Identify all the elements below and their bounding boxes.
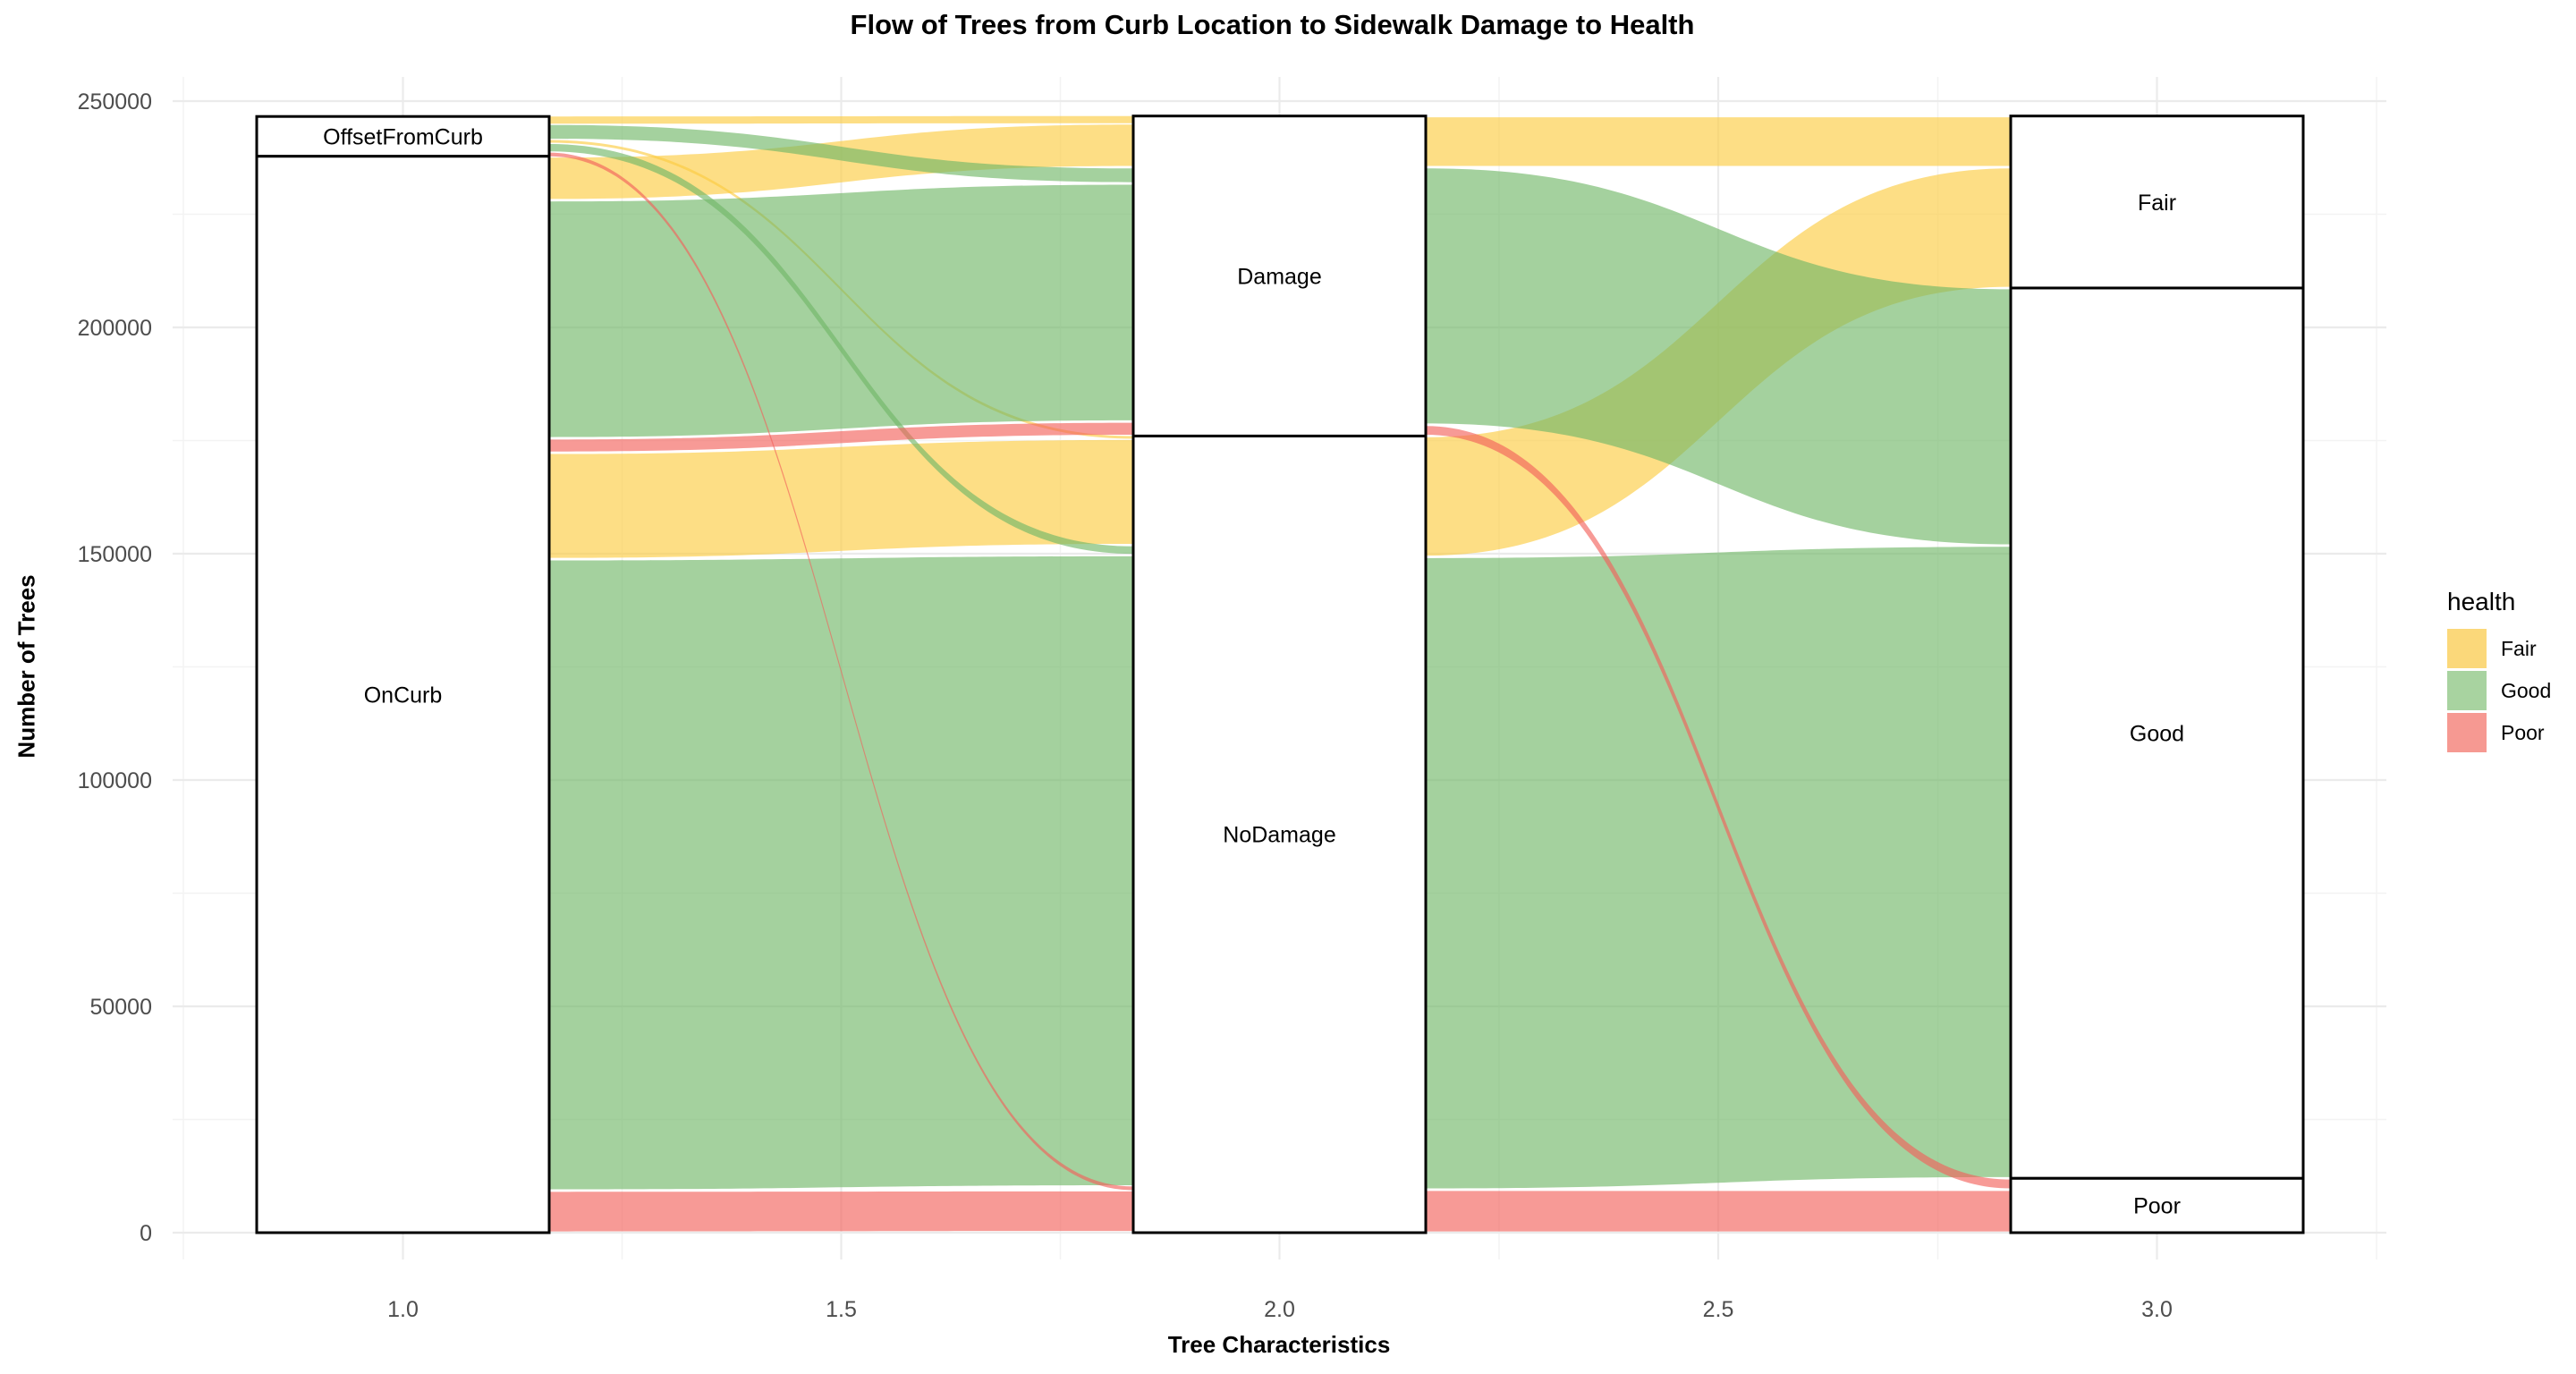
flow-Damage-Fair-Fair bbox=[1426, 117, 2011, 166]
stratum-label-Fair: Fair bbox=[2138, 191, 2176, 216]
strata: OffsetFromCurb OnCurb Damage NoDamage Fair Go… bbox=[255, 114, 2305, 1234]
stratum-label-Good: Good bbox=[2130, 722, 2184, 747]
stratum-Poor bbox=[2009, 1176, 2305, 1234]
stratum-Fair bbox=[2009, 114, 2305, 290]
y-tick-label: 50000 bbox=[89, 995, 152, 1020]
x-tick-label: 2.5 bbox=[1703, 1297, 1734, 1322]
stratum-NoDamage bbox=[1131, 434, 1428, 1234]
stratum-label-Damage: Damage bbox=[1237, 265, 1322, 290]
flow-OnCurb-Damage-Poor bbox=[549, 422, 1133, 452]
flow-OffsetFromCurb-Damage-Fair bbox=[549, 115, 1133, 124]
flow-NoDamage-Good-Good bbox=[1426, 547, 2011, 1189]
tick-labels: 0 50000 100000 150000 200000 250000 1.0 1.5 2.0 2… bbox=[78, 89, 2173, 1322]
x-tick-label: 1.0 bbox=[387, 1297, 419, 1322]
x-axis-title: Tree Characteristics bbox=[1167, 1331, 1391, 1358]
y-axis-title: Number of Trees bbox=[13, 574, 40, 759]
flow-NoDamage-Poor-Poor bbox=[1426, 1191, 2011, 1232]
legend-entry-poor: Poor bbox=[2447, 713, 2551, 752]
flow-Damage-Poor-Poor bbox=[1426, 426, 2011, 1189]
flow-ribbons bbox=[549, 115, 2011, 1232]
legend-entries: Fair Good Poor bbox=[2447, 629, 2551, 752]
legend-entry-label: Good bbox=[2501, 678, 2552, 702]
legend-entry-label: Poor bbox=[2501, 720, 2545, 744]
stratum-label-OnCurb: OnCurb bbox=[364, 683, 443, 708]
x-tick-label: 3.0 bbox=[2141, 1297, 2173, 1322]
legend: health Fair Good Poor bbox=[2447, 588, 2551, 755]
stratum-Good bbox=[2009, 286, 2305, 1180]
stratum-OnCurb bbox=[255, 155, 551, 1234]
stratum-Damage bbox=[1131, 114, 1428, 437]
stratum-label-Poor: Poor bbox=[2133, 1194, 2181, 1219]
chart-title: Flow of Trees from Curb Location to Side… bbox=[850, 9, 1695, 40]
flow-OnCurb-Damage-Good bbox=[549, 184, 1133, 437]
stratum-label-OffsetFromCurb: OffsetFromCurb bbox=[323, 124, 483, 149]
legend-entry-good: Good bbox=[2447, 671, 2551, 710]
legend-swatch-good bbox=[2447, 671, 2487, 710]
y-tick-label: 200000 bbox=[78, 316, 152, 341]
legend-title: health bbox=[2447, 588, 2516, 615]
stratum-label-NoDamage: NoDamage bbox=[1223, 823, 1335, 848]
flow-OnCurb-NoDamage-Fair bbox=[549, 439, 1133, 558]
flow-OnCurb-NoDamage-Good bbox=[549, 556, 1133, 1190]
y-tick-label: 0 bbox=[140, 1221, 152, 1246]
legend-entry-fair: Fair bbox=[2447, 629, 2551, 668]
flow-OnCurb-NoDamage-Poor bbox=[549, 1191, 1133, 1232]
flow-Damage-Good-Good bbox=[1426, 168, 2011, 545]
flow-OffsetFromCurb-NoDamage-Poor bbox=[549, 152, 1133, 1191]
x-tick-label: 1.5 bbox=[826, 1297, 857, 1322]
y-tick-label: 100000 bbox=[78, 768, 152, 793]
y-tick-label: 250000 bbox=[78, 89, 152, 114]
legend-swatch-fair bbox=[2447, 629, 2487, 668]
x-tick-label: 2.0 bbox=[1264, 1297, 1295, 1322]
legend-entry-label: Fair bbox=[2501, 636, 2537, 660]
legend-swatch-poor bbox=[2447, 713, 2487, 752]
flow-OffsetFromCurb-Damage-Good bbox=[549, 124, 1133, 182]
y-tick-label: 150000 bbox=[78, 542, 152, 567]
flow-OnCurb-Damage-Fair bbox=[549, 124, 1133, 199]
